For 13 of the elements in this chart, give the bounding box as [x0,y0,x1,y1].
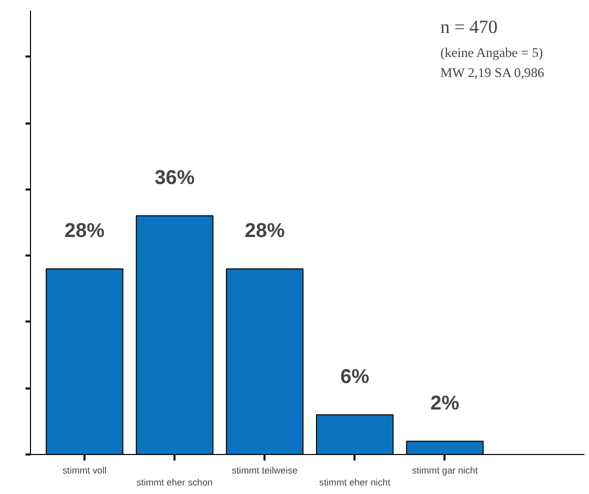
text: MW 2,19 SA 0,986 [440,65,545,80]
x-tick-label: stimmt eher nicht [319,478,391,488]
data-label: 36% [154,167,195,190]
x-tick-label: stimmt gar nicht [412,466,478,476]
text: n = 470 [440,17,498,38]
data-label: 28% [244,220,285,242]
x-tick-label: stimmt voll [62,466,107,476]
data-label: 28% [64,220,105,242]
text: (keine Angabe = 5) [440,45,544,60]
data-label: 6% [340,366,370,388]
x-tick-label: stimmt teilweise [232,466,298,476]
data-label: 2% [430,392,460,415]
x-tick-label: stimmt eher schon [136,478,213,488]
